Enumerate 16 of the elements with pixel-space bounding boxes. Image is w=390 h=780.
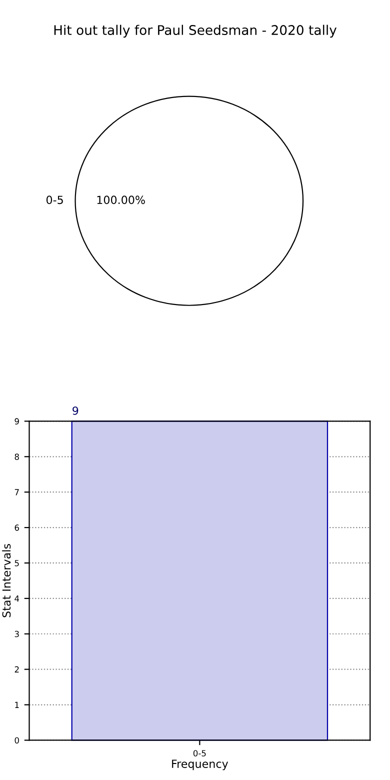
x-axis-title: Frequency [172,760,228,770]
y-axis-title: Stat Intervals [2,544,11,618]
data-label: 9 [72,406,78,415]
y-tick-label: 5 [14,560,19,566]
data-label: 100.00% [97,196,145,204]
y-tick-label: 6 [14,524,20,531]
y-tick-label: 7 [14,489,19,496]
y-tick-label: 9 [14,418,19,424]
y-tick-label: 4 [14,596,20,602]
slice-label: 0-5 [46,196,63,204]
y-tick-label: 3 [14,630,19,638]
y-tick-label: 2 [14,666,19,672]
y-tick-label: 1 [15,702,19,708]
y-tick-label: 8 [14,454,19,460]
chart-title: Hit out tally for Paul Seedsman - 2020 tally [54,24,337,38]
y-tick-label: 0 [14,737,19,744]
